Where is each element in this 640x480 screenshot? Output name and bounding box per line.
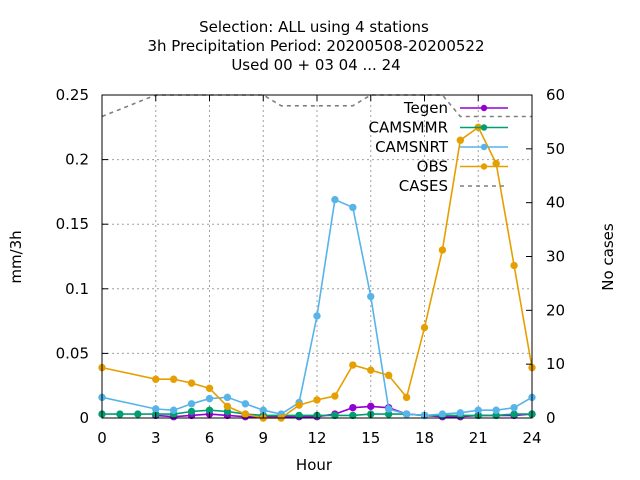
x-tick-label: 12 (307, 429, 326, 447)
legend-label: CAMSMMR (368, 119, 448, 137)
data-point (223, 393, 232, 402)
y2-axis-label: No cases (599, 223, 617, 291)
data-point (241, 410, 250, 418)
data-point (510, 261, 518, 270)
data-point (205, 384, 214, 392)
y-tick-label: 0.25 (56, 86, 89, 104)
data-point (331, 392, 339, 400)
data-point (223, 402, 232, 411)
axis-ticks (101, 94, 533, 419)
data-point (295, 401, 303, 409)
data-point (152, 405, 160, 413)
data-point (367, 402, 375, 411)
y-tick-label: 0.05 (56, 344, 89, 362)
data-point (420, 323, 429, 332)
data-point (241, 400, 250, 408)
x-tick-label: 6 (205, 429, 215, 447)
data-point (510, 410, 518, 418)
data-point (456, 136, 465, 144)
y-axis-label: mm/3h (7, 230, 25, 283)
series-line-camsnrt (101, 198, 533, 417)
data-point (384, 405, 393, 413)
data-point (313, 396, 321, 404)
legend-label: CAMSNRT (375, 138, 449, 156)
legend-item-camsnrt: CAMSNRT (375, 138, 508, 156)
data-point (402, 410, 411, 418)
axis-tick-labels: 0 3 6 9 12 15 18 21 24 0 0.05 0.1 0.15 0.2 0.25 0 10 20 30… (56, 86, 566, 447)
legend-item-camsmmr: CAMSMMR (368, 119, 508, 137)
data-point (438, 410, 447, 418)
legend-marker (480, 104, 488, 112)
y2-tick-label: 0 (546, 409, 556, 427)
y2-tick-label: 60 (546, 86, 565, 104)
data-point (492, 406, 500, 414)
legend-marker (480, 143, 488, 151)
data-point (152, 375, 160, 383)
data-point (456, 409, 465, 417)
title-line-2: 3h Precipitation Period: 20200508-202005… (147, 37, 484, 55)
data-point (367, 366, 375, 374)
data-point (384, 371, 393, 380)
y2-tick-label: 10 (546, 355, 565, 373)
data-point (367, 292, 375, 301)
y2-tick-label: 50 (546, 140, 565, 158)
y2-tick-label: 30 (546, 248, 565, 266)
legend-label: CASES (399, 177, 448, 195)
x-tick-label: 21 (469, 429, 488, 447)
legend-label: Tegen (403, 99, 448, 117)
series-layer (98, 94, 536, 422)
data-point (402, 393, 411, 402)
data-point (438, 246, 447, 254)
data-point (331, 195, 339, 204)
y-tick-label: 0.15 (56, 215, 89, 233)
x-tick-label: 15 (361, 429, 380, 447)
data-point (205, 394, 214, 403)
y-tick-label: 0.1 (65, 280, 89, 298)
data-point (116, 410, 124, 418)
data-point (134, 410, 142, 418)
x-axis-label: Hour (296, 456, 333, 474)
x-tick-label: 24 (522, 429, 541, 447)
data-point (187, 407, 196, 416)
series-obs (98, 123, 536, 422)
x-tick-label: 18 (415, 429, 434, 447)
data-point (349, 411, 357, 420)
y-tick-label: 0.2 (65, 151, 89, 169)
data-point (349, 203, 357, 212)
legend-marker (480, 163, 488, 170)
x-tick-label: 0 (97, 429, 107, 447)
grid-lines (102, 95, 532, 418)
data-point (295, 411, 303, 420)
y2-tick-label: 20 (546, 301, 565, 319)
data-point (331, 411, 339, 420)
legend-item-obs: OBS (417, 158, 508, 176)
legend-item-tegen: Tegen (403, 99, 508, 117)
data-point (169, 406, 178, 414)
data-point (349, 403, 357, 412)
x-tick-label: 3 (151, 429, 161, 447)
data-point (510, 403, 518, 412)
data-point (187, 379, 196, 387)
legend-marker (480, 124, 488, 131)
data-point (187, 400, 196, 408)
x-tick-label: 9 (258, 429, 268, 447)
data-point (169, 375, 178, 383)
title-line-3: Used 00 + 03 04 ... 24 (231, 56, 400, 74)
data-point (313, 312, 321, 320)
legend-label: OBS (417, 158, 448, 176)
data-point (349, 361, 357, 369)
y-tick-label: 0 (79, 409, 89, 427)
title-line-1: Selection: ALL using 4 stations (199, 18, 429, 36)
y2-tick-label: 40 (546, 194, 565, 212)
legend-item-cases: CASES (399, 177, 508, 195)
